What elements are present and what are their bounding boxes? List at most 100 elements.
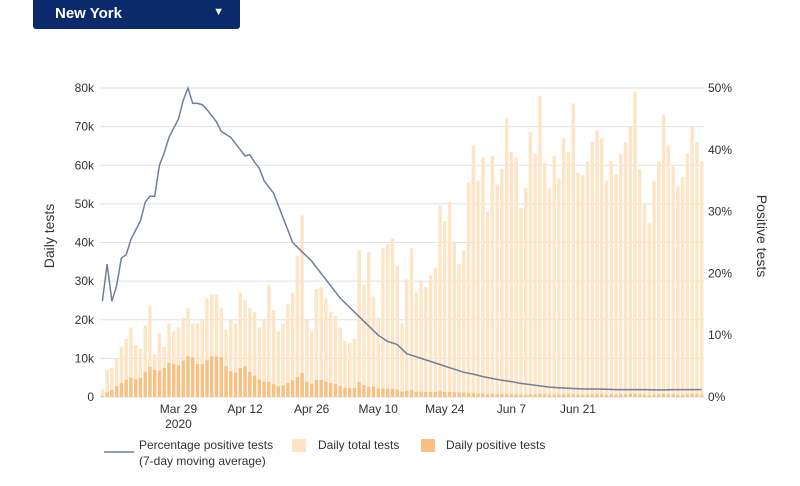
total-tests-bar	[124, 339, 128, 397]
total-tests-bar	[381, 248, 385, 397]
positive-tests-bar	[552, 394, 556, 397]
total-tests-bar	[619, 153, 623, 397]
positive-tests-bar	[424, 391, 428, 397]
total-tests-bar	[628, 126, 632, 397]
total-tests-bar	[447, 201, 452, 397]
positive-tests-bar	[523, 394, 528, 397]
right-axis-title: Positive tests	[754, 195, 770, 277]
right-tick-label: 50%	[708, 81, 732, 95]
positive-tests-bar	[110, 390, 114, 397]
positive-tests-bar	[633, 393, 637, 397]
legend-line-label: Percentage positive tests	[139, 438, 273, 452]
positive-tests-bar	[167, 363, 171, 397]
total-tests-bar	[214, 294, 219, 397]
positive-tests-bar	[661, 393, 666, 397]
state-select[interactable]: New York ▼	[33, 0, 240, 29]
positive-tests-bar	[271, 384, 276, 397]
x-tick-label: Jun 7	[497, 402, 527, 416]
total-tests-bar	[699, 161, 704, 397]
x-tick-label: Apr 26	[294, 402, 330, 416]
positive-tests-bar	[428, 391, 433, 397]
positive-tests-bar	[462, 392, 466, 397]
total-tests-bar	[129, 327, 133, 397]
legend-line-sublabel: (7-day moving average)	[139, 454, 266, 468]
x-tick-label: Apr 12	[227, 402, 263, 416]
positive-tests-bar	[476, 393, 480, 397]
legend-total-label: Daily total tests	[318, 438, 399, 452]
total-tests-bar	[633, 91, 637, 398]
right-axis-ticks: 0% 10% 20% 30% 40% 50%	[708, 81, 732, 404]
total-tests-bar	[657, 161, 661, 397]
total-tests-bar	[590, 142, 594, 397]
positive-tests-bar	[419, 391, 423, 397]
positive-tests-bar	[309, 384, 314, 397]
total-tests-bar	[210, 294, 214, 397]
chevron-down-icon: ▼	[213, 6, 224, 18]
total-tests-bar	[157, 333, 162, 397]
total-tests-bar	[514, 157, 518, 397]
total-tests-bar	[405, 279, 409, 397]
positive-tests-bar	[490, 393, 495, 397]
total-tests-bar	[148, 306, 152, 397]
total-tests-bar	[243, 300, 247, 397]
total-tests-bar	[252, 312, 257, 397]
left-tick-label: 80k	[75, 81, 95, 95]
positive-tests-bar	[119, 383, 124, 397]
total-tests-bar	[614, 174, 618, 397]
total-tests-bar	[238, 292, 243, 397]
total-tests-bar	[604, 180, 609, 397]
total-tests-bar	[481, 157, 485, 397]
x-tick-sublabel: 2020	[165, 417, 192, 431]
total-tests-bar	[100, 389, 105, 397]
total-tests-bar	[328, 312, 333, 397]
positive-tests-bar	[405, 390, 409, 397]
positive-tests-bar	[229, 371, 233, 397]
total-tests-bar	[286, 304, 290, 397]
positive-tests-bar	[195, 364, 200, 397]
total-tests-bar	[114, 358, 119, 397]
total-tests-bar	[357, 250, 361, 397]
positive-tests-bar	[438, 391, 442, 397]
positive-tests-bar	[214, 356, 219, 397]
total-tests-bar	[585, 161, 590, 397]
total-tests-bar	[671, 165, 675, 397]
total-tests-bar	[248, 308, 252, 397]
positive-tests-bar	[395, 389, 399, 397]
positive-tests-bar	[538, 393, 542, 397]
positive-tests-bar	[647, 395, 652, 397]
total-tests-bar	[547, 188, 552, 397]
positive-tests-bar	[557, 394, 561, 397]
total-tests-bar	[186, 308, 190, 397]
positive-tests-bar	[585, 394, 590, 397]
total-tests-bar	[409, 248, 414, 397]
right-tick-label: 0%	[708, 390, 726, 404]
total-tests-bar	[366, 252, 371, 397]
positive-tests-bar	[347, 388, 352, 397]
right-tick-label: 40%	[708, 143, 732, 157]
positive-tests-bar	[328, 383, 333, 397]
positive-tests-bar	[514, 394, 518, 397]
positive-tests-bar	[414, 391, 418, 397]
positive-tests-bar	[509, 394, 514, 397]
positive-tests-bar	[191, 357, 195, 397]
positive-tests-bar	[257, 379, 262, 397]
total-tests-bar	[110, 368, 114, 397]
positive-tests-bar	[100, 395, 105, 397]
positive-tests-bar	[481, 393, 485, 397]
positive-tests-bar	[695, 394, 699, 397]
total-tests-bar	[685, 153, 690, 397]
positive-tests-bar	[357, 381, 361, 397]
positive-tests-bar	[314, 380, 319, 397]
positive-tests-bar	[604, 394, 609, 397]
positive-tests-bar	[172, 364, 176, 397]
total-tests-bar	[343, 340, 347, 397]
positive-tests-bar	[400, 391, 404, 397]
total-tests-bar	[471, 145, 476, 397]
right-tick-label: 30%	[708, 205, 732, 219]
positive-tests-bar	[595, 394, 599, 397]
positive-tests-bar	[210, 356, 214, 397]
positive-tests-bar	[528, 394, 533, 397]
total-tests-bar	[438, 205, 442, 397]
x-tick-label: May 10	[359, 402, 399, 416]
